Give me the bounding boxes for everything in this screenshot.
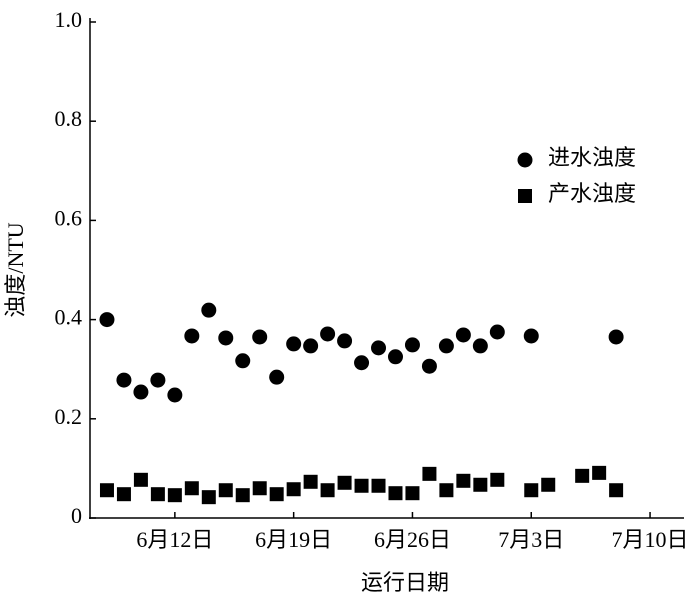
y-tick-label: 0.2: [55, 404, 83, 429]
point: [609, 483, 624, 498]
y-tick-label: 0: [71, 503, 82, 528]
x-tick-label: 6月12日: [136, 527, 213, 552]
x-tick-label: 6月26日: [374, 527, 451, 552]
point: [337, 475, 352, 490]
point: [133, 384, 149, 400]
point: [422, 466, 437, 481]
point: [371, 340, 387, 356]
x-axis-label: 运行日期: [361, 570, 449, 595]
legend-marker: [517, 152, 533, 168]
legend-label: 产水浊度: [548, 181, 636, 206]
y-tick-label: 0.4: [55, 305, 83, 330]
point: [456, 473, 471, 488]
point: [354, 355, 370, 371]
point: [252, 329, 268, 345]
point: [116, 487, 131, 502]
point: [303, 338, 319, 354]
point: [523, 328, 539, 344]
point: [167, 387, 183, 403]
y-tick-label: 0.8: [55, 106, 83, 131]
point: [150, 372, 166, 388]
point: [489, 324, 505, 340]
x-tick-label: 7月10日: [612, 527, 689, 552]
point: [303, 474, 318, 489]
point: [404, 337, 420, 353]
point: [320, 483, 335, 498]
legend-marker: [518, 189, 532, 203]
x-tick-label: 6月19日: [255, 527, 332, 552]
point: [405, 486, 420, 501]
point: [184, 328, 200, 344]
y-axis-label: 浊度/NTU: [3, 222, 28, 317]
point: [421, 358, 437, 374]
point: [218, 483, 233, 498]
point: [337, 333, 353, 349]
point: [490, 472, 505, 487]
point: [387, 349, 403, 365]
point: [388, 486, 403, 501]
point: [167, 488, 182, 503]
point: [133, 472, 148, 487]
point: [592, 465, 607, 480]
point: [201, 490, 216, 505]
legend-label: 进水浊度: [548, 145, 636, 170]
point: [473, 477, 488, 492]
point: [438, 338, 454, 354]
point: [541, 477, 556, 492]
y-tick-label: 0.6: [55, 205, 83, 230]
point: [99, 483, 114, 498]
point: [99, 312, 115, 328]
point: [608, 329, 624, 345]
point: [354, 478, 369, 493]
point: [371, 478, 386, 493]
point: [116, 372, 132, 388]
point: [252, 481, 267, 496]
point: [218, 330, 234, 346]
point: [455, 327, 471, 343]
point: [201, 302, 217, 318]
point: [286, 336, 302, 352]
point: [184, 481, 199, 496]
point: [235, 353, 251, 369]
point: [269, 369, 285, 385]
point: [150, 487, 165, 502]
point: [524, 483, 539, 498]
point: [286, 482, 301, 497]
point: [320, 326, 336, 342]
point: [472, 338, 488, 354]
x-tick-label: 7月3日: [498, 527, 564, 552]
point: [269, 487, 284, 502]
y-tick-label: 1.0: [55, 7, 83, 32]
point: [439, 483, 454, 498]
point: [575, 468, 590, 483]
point: [235, 488, 250, 503]
